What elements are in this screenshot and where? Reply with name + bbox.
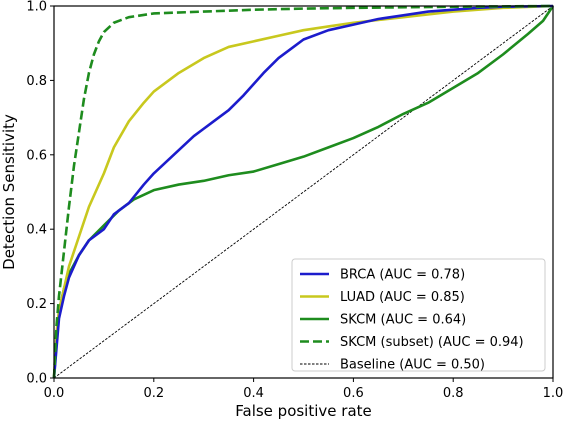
x-tick-label: 0.0 xyxy=(44,386,65,401)
y-tick-label: 0.4 xyxy=(26,223,47,238)
y-axis-title: Detection Sensitivity xyxy=(0,114,18,270)
legend-label-0: BRCA (AUC = 0.78) xyxy=(340,268,465,283)
x-tick-label: 1.0 xyxy=(543,386,564,401)
y-tick-label: 1.0 xyxy=(26,0,47,15)
series-line-0 xyxy=(52,4,554,379)
x-tick-label: 0.2 xyxy=(143,386,164,401)
legend-box xyxy=(291,258,546,372)
plot-frame xyxy=(53,5,554,379)
legend-label-4: Baseline (AUC = 0.50) xyxy=(340,358,485,373)
x-axis-title: False positive rate xyxy=(235,402,372,420)
y-tick-label: 0.6 xyxy=(26,148,47,163)
legend-label-1: LUAD (AUC = 0.85) xyxy=(340,290,465,305)
y-tick-label: 0.0 xyxy=(26,372,47,387)
y-tick-label: 0.8 xyxy=(26,74,47,89)
series-line-3 xyxy=(52,4,554,379)
plot-lines xyxy=(52,4,555,379)
legend-label-2: SKCM (AUC = 0.64) xyxy=(340,313,466,328)
legend-label-3: SKCM (subset) (AUC = 0.94) xyxy=(340,335,524,350)
x-axis-ticks: 0.0 0.2 0.4 0.6 0.8 1.0 xyxy=(44,378,564,401)
x-tick-label: 0.6 xyxy=(343,386,364,401)
x-tick-label: 0.8 xyxy=(443,386,464,401)
legend: BRCA (AUC = 0.78) LUAD (AUC = 0.85) SKCM (… xyxy=(291,258,546,373)
x-tick-label: 0.4 xyxy=(243,386,264,401)
y-tick-label: 0.2 xyxy=(26,297,47,312)
y-axis-ticks: 0.0 0.2 0.4 0.6 0.8 1.0 xyxy=(26,0,54,387)
